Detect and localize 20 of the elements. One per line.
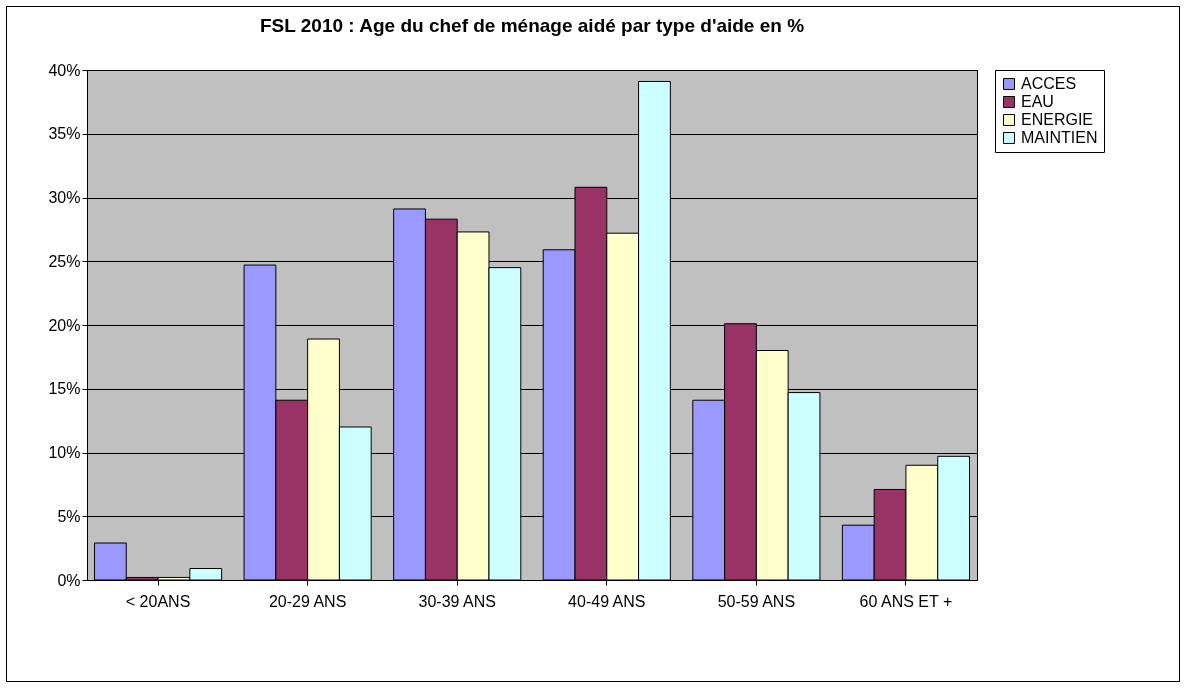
y-tick-label: 40% — [48, 61, 81, 79]
y-tick-label: 15% — [48, 380, 81, 398]
y-tick-label: 20% — [48, 316, 81, 334]
x-tick-label: 50-59 ANS — [717, 592, 796, 610]
y-tick-label: 0% — [57, 571, 81, 589]
legend-label: ENERGIE — [1021, 111, 1094, 128]
y-tick-label: 35% — [48, 125, 81, 143]
legend-label: EAU — [1021, 93, 1054, 110]
legend-label: MAINTIEN — [1021, 129, 1098, 146]
y-tick-label: 30% — [48, 189, 81, 206]
legend-label: ACCES — [1021, 75, 1077, 92]
x-tick-label: 40-49 ANS — [568, 592, 646, 610]
y-tick-label: 25% — [48, 252, 81, 270]
y-tick-label: 10% — [48, 444, 81, 461]
x-tick-label: < 20ANS — [125, 592, 191, 610]
x-tick-label: 60 ANS ET + — [859, 592, 953, 610]
x-tick-label: 20-29 ANS — [268, 592, 347, 610]
chart-title: FSL 2010 : Age du chef de ménage aidé par type d'aide en % — [259, 15, 805, 36]
x-tick-label: 30-39 ANS — [418, 592, 496, 610]
y-tick-label: 5% — [57, 507, 81, 525]
